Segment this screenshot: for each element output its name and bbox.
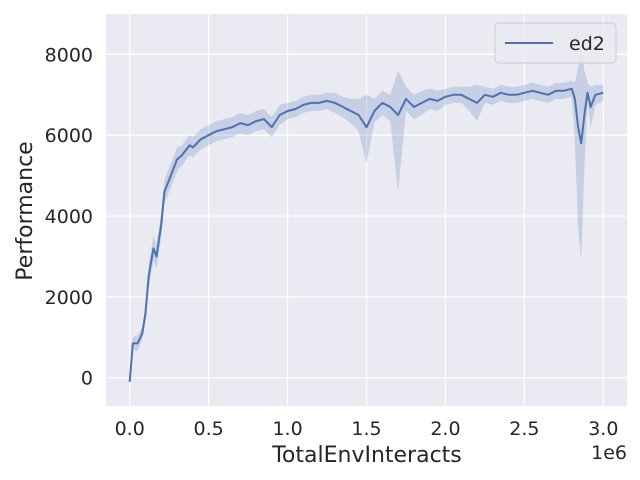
x-tick-label: 1.5 <box>351 418 381 440</box>
x-tick-label: 1.0 <box>272 418 302 440</box>
x-axis-label: TotalEnvInteracts <box>271 443 462 468</box>
x-offset-label: 1e6 <box>591 442 627 464</box>
legend: ed2 <box>494 22 617 64</box>
grid <box>106 14 627 406</box>
y-tick-label: 8000 <box>45 44 93 66</box>
y-tick-label: 0 <box>81 368 93 390</box>
y-axis-label: Performance <box>13 141 38 280</box>
y-tick-label: 2000 <box>45 287 93 309</box>
y-tick-label: 4000 <box>45 206 93 228</box>
x-tick-label: 2.5 <box>509 418 539 440</box>
legend-box <box>494 22 617 64</box>
series-ed2-line <box>128 87 604 382</box>
y-tick-label: 6000 <box>45 125 93 147</box>
legend-label-ed2: ed2 <box>569 33 605 55</box>
x-tick-label: 2.0 <box>430 418 460 440</box>
tick-labels: 0.0 0.5 1.0 1.5 2.0 2.5 3.0 0 2000 4000 6000 8000 <box>45 44 619 440</box>
x-tick-label: 0.0 <box>115 418 145 440</box>
x-tick-label: 0.5 <box>194 418 224 440</box>
series-ed2-confidence-band <box>129 46 604 386</box>
x-tick-label: 3.0 <box>588 418 618 440</box>
